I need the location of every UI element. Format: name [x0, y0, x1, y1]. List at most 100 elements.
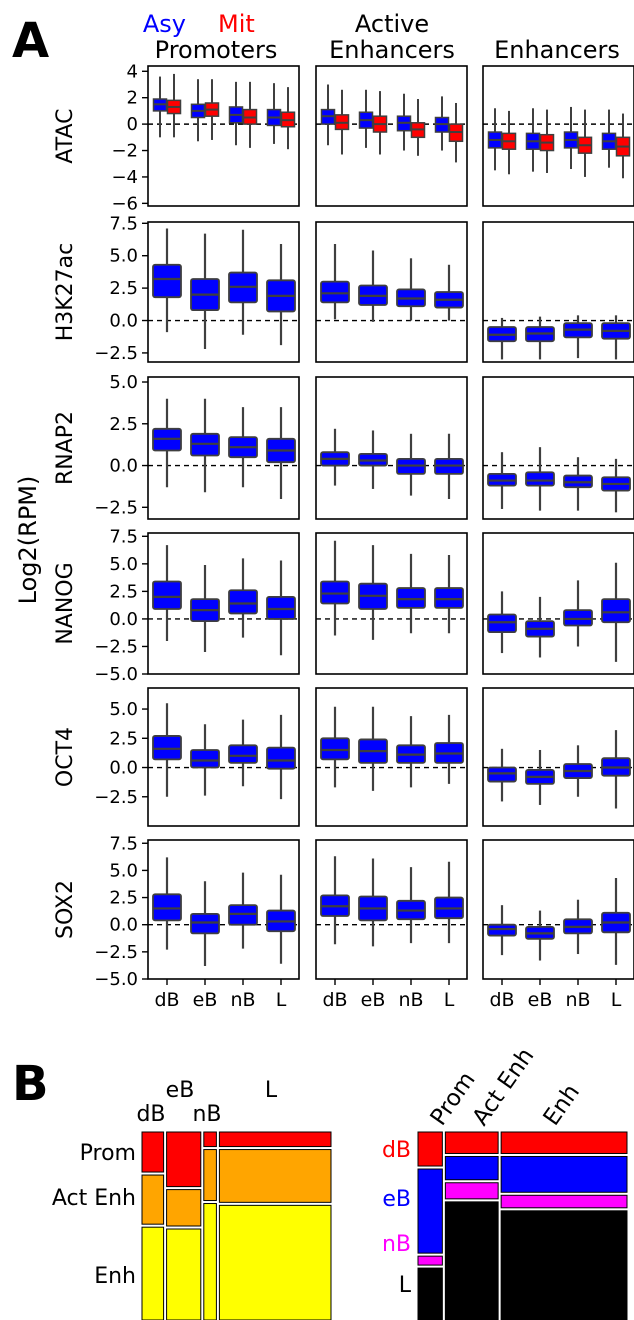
ytick-label-atac-0: 0 — [127, 114, 138, 135]
ytick-label-atac-4: 4 — [127, 61, 138, 82]
ytick-label-nanog-0: 0.0 — [109, 609, 138, 630]
box-nanog-enhancers-db — [487, 613, 517, 634]
ytick-label-atac--2: −2 — [111, 141, 138, 162]
mosaic-left-xlabel-nb: nB — [192, 1102, 221, 1127]
box-h3k27ac-active-enhancers-db — [320, 280, 350, 304]
ytick-label-sox2-5: 5.0 — [109, 860, 138, 881]
box-oct4-promoters-eb — [190, 749, 220, 769]
mosaic-tile-act-enh-db — [444, 1131, 499, 1154]
box-oct4-promoters-l — [266, 746, 296, 770]
panel-frame-rnap2-promoters — [147, 376, 300, 520]
panel-frame-atac-active-enhancers — [315, 65, 468, 207]
mosaic-left-rowlabel-act-enh: Act Enh — [52, 1186, 136, 1211]
row-label-atac: ATAC — [53, 108, 78, 163]
panel-frame-h3k27ac-active-enhancers — [315, 221, 468, 363]
box-nanog-enhancers-l — [601, 598, 631, 624]
box-nanog-enhancers-nb — [563, 609, 593, 627]
mosaic-tile-prom-db — [417, 1131, 443, 1167]
box-oct4-promoters-db — [152, 735, 182, 761]
panel-frame-atac-enhancers — [482, 65, 634, 207]
column-title-active-enhancers: Active Enhancers — [329, 10, 455, 64]
ytick-label-h3k27ac-7-5: 7.5 — [109, 213, 138, 234]
mosaic-tile-nb-prom — [203, 1131, 217, 1148]
mosaic-tile-l-prom — [218, 1131, 332, 1148]
box-oct4-active-enhancers-db — [320, 737, 350, 761]
ytick-label-h3k27ac--2-5: −2.5 — [94, 343, 138, 364]
panel-frame-h3k27ac-promoters — [147, 221, 300, 363]
panel-frame-h3k27ac-enhancers — [482, 221, 634, 363]
mosaic-tile-l-act-enh — [218, 1149, 332, 1203]
legend-asy: Asy — [143, 10, 186, 38]
panel-frame-sox2-active-enhancers — [315, 839, 468, 980]
box-rnap2-enhancers-eb — [525, 471, 555, 487]
mosaic-left-xlabel-eb: eB — [166, 1078, 195, 1103]
ytick-label-h3k27ac-2-5: 2.5 — [109, 278, 138, 299]
ytick-label-sox2-2-5: 2.5 — [109, 888, 138, 909]
mosaic-right-rowlabel-nb: nB — [382, 1232, 411, 1257]
ytick-label-h3k27ac-5: 5.0 — [109, 246, 138, 267]
row-label-sox2: SOX2 — [53, 880, 78, 939]
ytick-label-oct4-0: 0.0 — [109, 758, 138, 779]
ytick-label-atac--4: −4 — [111, 167, 138, 188]
mosaic-left-xlabel-db: dB — [136, 1102, 165, 1127]
mosaic-tile-nb-enh — [203, 1203, 217, 1320]
box-nanog-promoters-db — [152, 580, 182, 610]
panel-frame-oct4-enhancers — [482, 687, 634, 827]
xtick-label-enhancers-db: dB — [489, 989, 514, 1011]
mosaic-tile-prom-nb — [417, 1255, 443, 1266]
panel-frame-atac-promoters — [147, 65, 300, 207]
box-nanog-promoters-nb — [228, 589, 258, 615]
mosaic-left-rowlabel-enh: Enh — [94, 1264, 136, 1289]
y-axis-title: Log2(RPM) — [14, 476, 42, 605]
mosaic-right-xlabel-act-enh: Act Enh — [468, 1043, 540, 1130]
ytick-label-rnap2-5: 5.0 — [109, 372, 138, 393]
xtick-label-active-enhancers-l: L — [444, 989, 455, 1011]
panel-label-a: A — [12, 13, 49, 69]
box-h3k27ac-promoters-db — [152, 263, 182, 299]
xtick-label-promoters-l: L — [276, 989, 287, 1011]
row-label-rnap2: RNAP2 — [53, 411, 78, 485]
column-title-promoters: Promoters — [155, 36, 278, 64]
ytick-label-nanog--5: −5.0 — [94, 664, 138, 685]
panel-frame-rnap2-active-enhancers — [315, 376, 468, 520]
box-nanog-active-enhancers-l — [434, 587, 464, 609]
box-oct4-enhancers-db — [487, 766, 517, 783]
mosaic-right-rowlabel-eb: eB — [382, 1187, 411, 1212]
mosaic-tile-db-act-enh — [141, 1174, 165, 1225]
row-label-nanog: NANOG — [53, 562, 78, 644]
panel-frame-sox2-promoters — [147, 839, 300, 980]
mosaic-tile-db-enh — [141, 1226, 165, 1320]
mosaic-right-xlabel-enh: Enh — [539, 1080, 585, 1131]
box-plot-grid: 4 2 0 −2 −4 −6 ATAC 7.5 5.0 2.5 0.0 −2.5 H3K27ac 5.0 2… — [53, 61, 634, 1011]
xtick-label-promoters-nb: nB — [230, 989, 255, 1011]
ytick-label-rnap2-0: 0.0 — [109, 456, 138, 477]
ytick-label-oct4-5: 5.0 — [109, 699, 138, 720]
ytick-label-sox2--2-5: −2.5 — [94, 942, 138, 963]
mosaic-tile-eb-prom — [166, 1131, 202, 1188]
mosaic-tile-db-prom — [141, 1131, 165, 1173]
xtick-label-enhancers-l: L — [611, 989, 622, 1011]
xtick-label-enhancers-eb: eB — [528, 989, 553, 1011]
mosaic-tile-act-enh-nb — [444, 1182, 499, 1200]
ytick-label-sox2-0: 0.0 — [109, 915, 138, 936]
box-nanog-active-enhancers-nb — [396, 587, 426, 609]
xtick-label-promoters-eb: eB — [193, 989, 218, 1011]
mosaic-left-rowlabel-prom: Prom — [80, 1141, 136, 1166]
mosaic-tile-eb-act-enh — [166, 1189, 202, 1227]
mosaic-tile-act-enh-l — [444, 1201, 499, 1320]
mosaic-tile-act-enh-eb — [444, 1155, 499, 1181]
column-title-enhancers: Enhancers — [494, 36, 620, 64]
mosaic-tile-l-enh — [218, 1204, 332, 1320]
mosaic-right-rowlabel-l: L — [399, 1273, 412, 1298]
ytick-label-oct4--2-5: −2.5 — [94, 787, 138, 808]
ytick-label-oct4-2-5: 2.5 — [109, 728, 138, 749]
panel-frame-sox2-enhancers — [482, 839, 634, 980]
xtick-label-active-enhancers-eb: eB — [361, 989, 386, 1011]
panel-frame-nanog-enhancers — [482, 532, 634, 675]
mosaic-tile-prom-eb — [417, 1168, 443, 1254]
panel-label-b: B — [12, 1056, 49, 1112]
box-nanog-promoters-l — [266, 595, 296, 620]
